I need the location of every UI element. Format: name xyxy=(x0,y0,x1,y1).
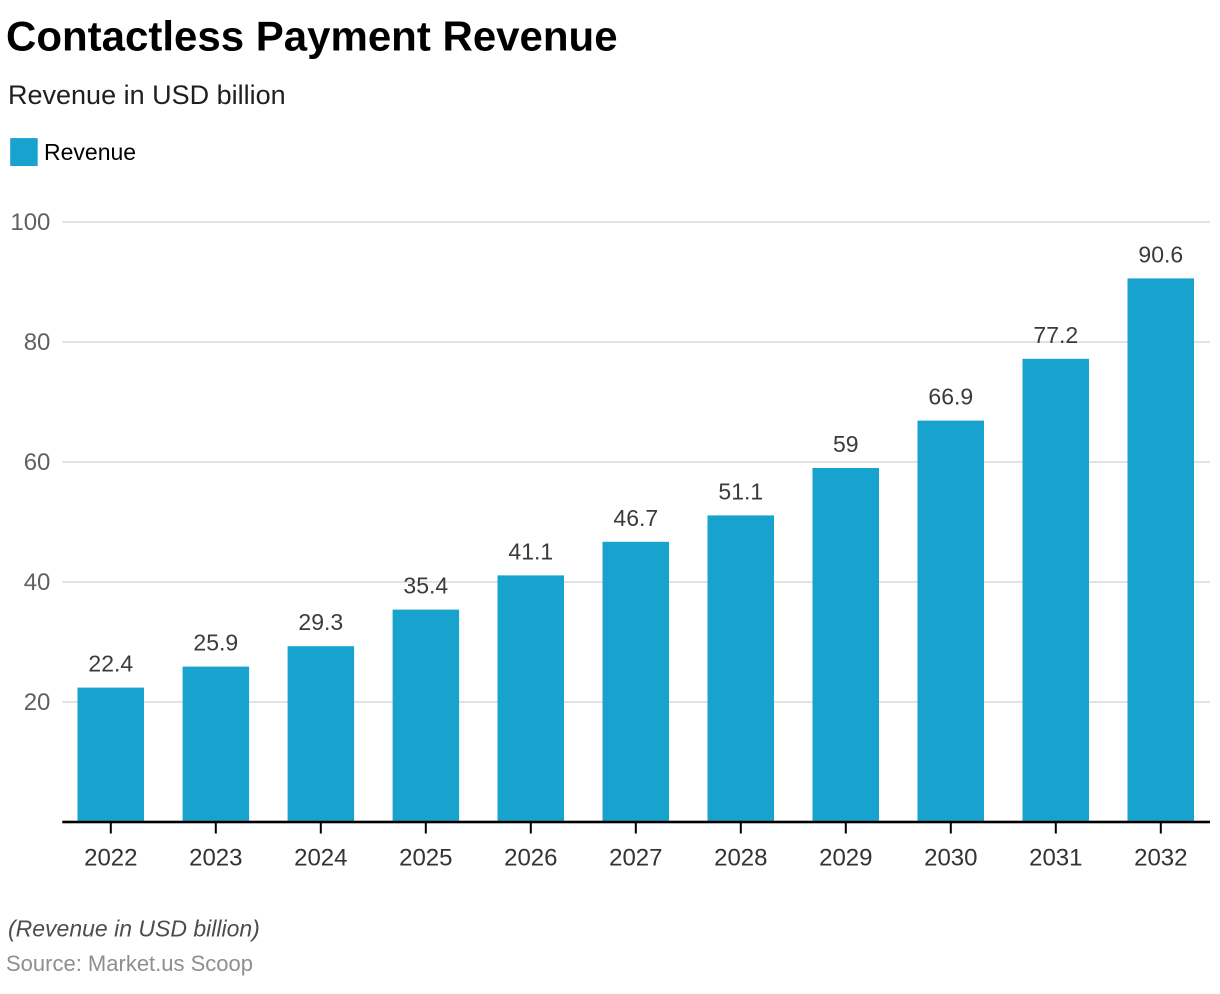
svg-text:2030: 2030 xyxy=(924,845,977,872)
svg-text:Contactless Payment Revenue: Contactless Payment Revenue xyxy=(6,12,618,59)
svg-text:2027: 2027 xyxy=(609,845,662,872)
svg-text:2024: 2024 xyxy=(294,845,347,872)
svg-text:2023: 2023 xyxy=(189,845,242,872)
svg-text:59: 59 xyxy=(833,431,859,457)
svg-text:60: 60 xyxy=(24,449,51,476)
svg-text:29.3: 29.3 xyxy=(298,609,343,635)
svg-text:51.1: 51.1 xyxy=(718,478,763,504)
svg-text:20: 20 xyxy=(24,689,51,716)
svg-text:41.1: 41.1 xyxy=(508,538,553,564)
svg-text:Revenue in USD billion: Revenue in USD billion xyxy=(8,80,286,110)
svg-text:Source: Market.us Scoop: Source: Market.us Scoop xyxy=(6,951,253,976)
svg-text:40: 40 xyxy=(24,569,51,596)
svg-text:77.2: 77.2 xyxy=(1033,322,1078,348)
svg-text:2022: 2022 xyxy=(84,845,137,872)
svg-text:100: 100 xyxy=(10,209,50,236)
svg-text:2026: 2026 xyxy=(504,845,557,872)
svg-text:46.7: 46.7 xyxy=(613,505,658,531)
svg-text:Revenue: Revenue xyxy=(44,139,136,165)
svg-text:2028: 2028 xyxy=(714,845,767,872)
svg-text:80: 80 xyxy=(24,329,51,356)
svg-text:2031: 2031 xyxy=(1029,845,1082,872)
svg-text:(Revenue in USD billion): (Revenue in USD billion) xyxy=(8,916,260,942)
svg-text:22.4: 22.4 xyxy=(88,651,133,677)
svg-text:66.9: 66.9 xyxy=(928,384,973,410)
svg-text:2029: 2029 xyxy=(819,845,872,872)
svg-text:25.9: 25.9 xyxy=(193,630,238,656)
svg-text:2025: 2025 xyxy=(399,845,452,872)
svg-text:90.6: 90.6 xyxy=(1138,241,1183,267)
svg-text:35.4: 35.4 xyxy=(403,573,448,599)
svg-text:2032: 2032 xyxy=(1134,845,1187,872)
